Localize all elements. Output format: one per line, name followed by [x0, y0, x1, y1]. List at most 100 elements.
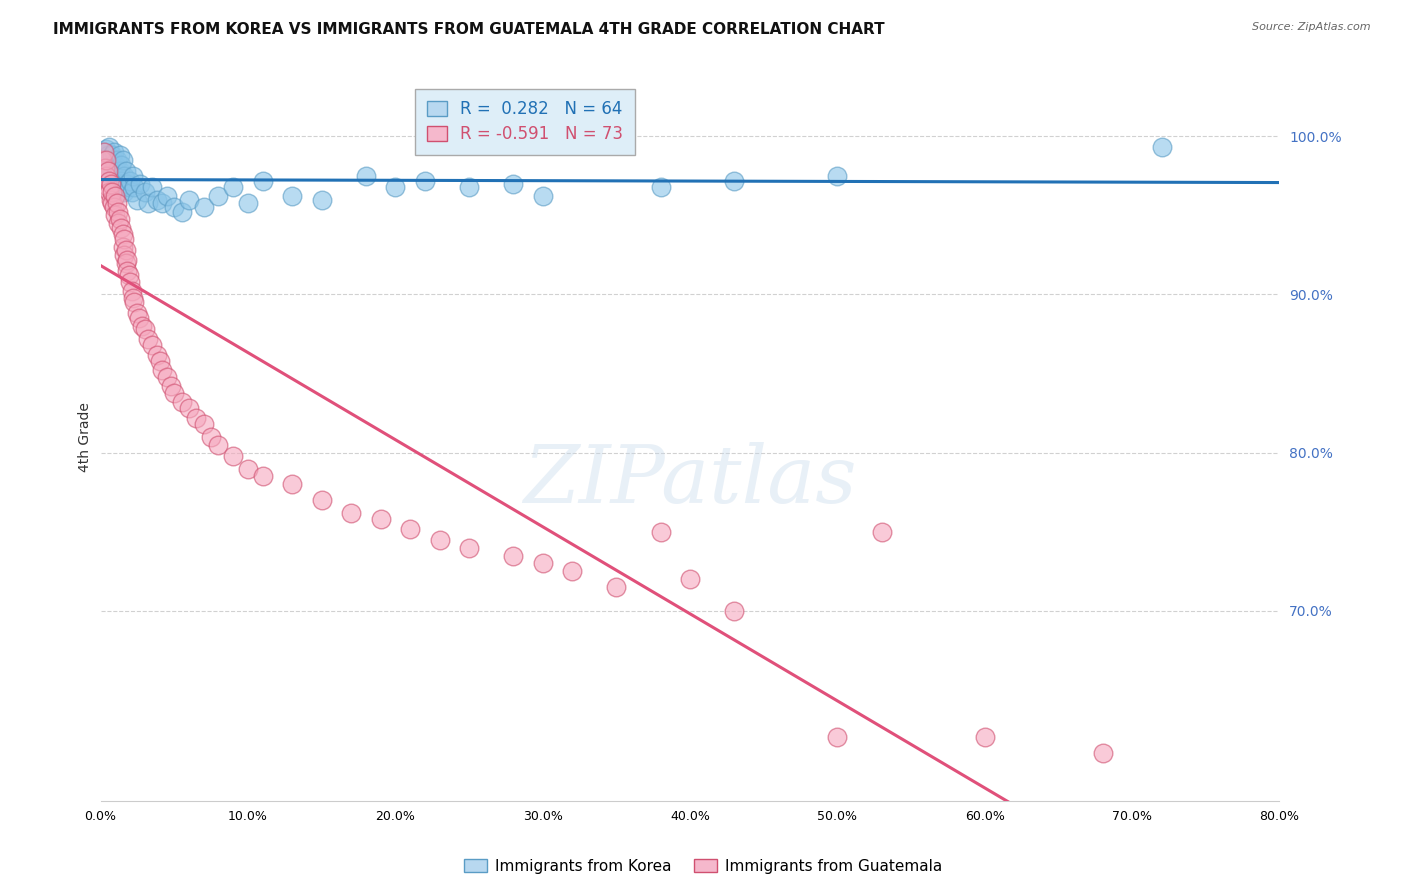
Point [429, 533, 451, 547]
Point [236, 195, 259, 210]
Point [156, 189, 179, 203]
Point [827, 169, 849, 183]
Point [193, 201, 215, 215]
Point [458, 541, 481, 555]
Point [91, 161, 114, 175]
Point [128, 311, 150, 326]
Point [384, 180, 406, 194]
Point [94, 161, 117, 175]
Point [98, 173, 121, 187]
Point [112, 232, 135, 246]
Point [93, 153, 115, 167]
Point [104, 173, 127, 187]
Point [723, 173, 745, 187]
Point [117, 180, 139, 194]
Point [105, 195, 128, 210]
Point [148, 354, 170, 368]
Point [370, 512, 392, 526]
Point [96, 169, 118, 183]
Point [114, 243, 136, 257]
Point [531, 557, 554, 571]
Point [152, 363, 174, 377]
Point [723, 604, 745, 618]
Point [110, 221, 132, 235]
Point [108, 211, 131, 226]
Point [141, 180, 163, 194]
Point [973, 731, 995, 745]
Point [120, 275, 142, 289]
Point [177, 401, 200, 416]
Point [98, 158, 121, 172]
Point [107, 205, 129, 219]
Point [827, 731, 849, 745]
Point [207, 189, 229, 203]
Point [502, 177, 524, 191]
Point [122, 291, 145, 305]
Point [115, 252, 138, 267]
Point [200, 430, 222, 444]
Point [121, 185, 143, 199]
Point [100, 177, 122, 191]
Point [870, 524, 893, 539]
Point [129, 177, 152, 191]
Y-axis label: 4th Grade: 4th Grade [79, 402, 93, 472]
Point [111, 240, 134, 254]
Point [111, 177, 134, 191]
Point [679, 572, 702, 586]
Point [121, 285, 143, 299]
Point [105, 180, 128, 194]
Point [311, 193, 333, 207]
Point [177, 193, 200, 207]
Point [311, 493, 333, 508]
Point [131, 319, 153, 334]
Point [134, 185, 156, 199]
Point [97, 169, 120, 183]
Point [207, 438, 229, 452]
Point [136, 332, 159, 346]
Point [122, 169, 145, 183]
Point [107, 185, 129, 199]
Point [97, 180, 120, 194]
Point [93, 145, 115, 160]
Legend: R =  0.282   N = 64, R = -0.591   N = 73: R = 0.282 N = 64, R = -0.591 N = 73 [415, 88, 636, 154]
Point [340, 506, 363, 520]
Point [170, 205, 193, 219]
Point [127, 306, 149, 320]
Point [100, 193, 122, 207]
Point [561, 565, 583, 579]
Point [252, 173, 274, 187]
Point [650, 524, 672, 539]
Point [1150, 140, 1173, 154]
Point [100, 153, 122, 167]
Point [156, 369, 179, 384]
Point [127, 193, 149, 207]
Point [98, 140, 121, 154]
Point [91, 153, 114, 167]
Point [163, 201, 186, 215]
Point [222, 449, 245, 463]
Point [236, 461, 259, 475]
Point [252, 469, 274, 483]
Point [136, 195, 159, 210]
Point [101, 195, 124, 210]
Point [502, 549, 524, 563]
Point [107, 216, 129, 230]
Point [281, 189, 304, 203]
Point [115, 177, 138, 191]
Point [650, 180, 672, 194]
Point [110, 158, 132, 172]
Point [101, 148, 124, 162]
Point [101, 185, 124, 199]
Point [134, 322, 156, 336]
Point [115, 264, 138, 278]
Point [94, 145, 117, 160]
Legend: Immigrants from Korea, Immigrants from Guatemala: Immigrants from Korea, Immigrants from G… [458, 853, 948, 880]
Text: Source: ZipAtlas.com: Source: ZipAtlas.com [1253, 22, 1371, 32]
Point [103, 169, 125, 183]
Point [160, 379, 183, 393]
Point [104, 158, 127, 172]
Point [103, 145, 125, 160]
Point [96, 153, 118, 167]
Point [111, 153, 134, 167]
Point [163, 385, 186, 400]
